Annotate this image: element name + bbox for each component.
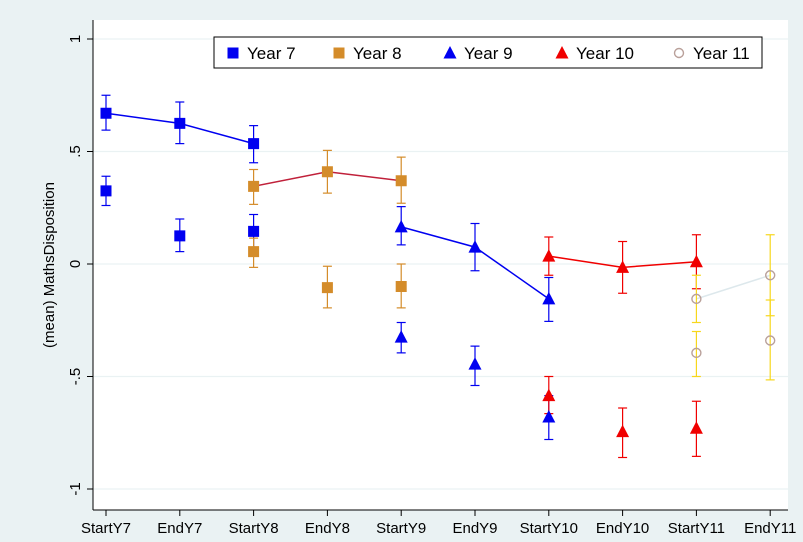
data-point-year-8 [395,175,407,187]
legend-label-year-7: Year 7 [247,44,296,63]
legend-label-year-10: Year 10 [576,44,634,63]
y-axis-label: (mean) MathsDisposition [41,182,58,348]
legend-symbol-year-11 [673,47,685,59]
legend-symbol-year-9 [443,46,457,59]
legend-symbol-year-8 [333,47,345,59]
data-point-year-11 [691,293,702,305]
legend: Year 7 Year 8 Year 9 Year 10 Year 11 [213,36,763,69]
x-tick-label: StartY7 [81,520,131,537]
data-point-year-10 [542,249,556,262]
data-point-year-9 [394,330,408,343]
data-point-year-8 [321,166,333,178]
data-point-year-7 [174,230,186,242]
data-point-year-7 [100,107,112,119]
y-tick-label: -1 [67,482,84,495]
data-point-year-9 [468,357,482,370]
x-tick-label: EndY10 [596,520,649,537]
error-bar-year-11 [765,299,775,381]
y-tick-label: -.5 [67,368,84,386]
y-tick-label: 0 [67,260,84,268]
data-point-year-9 [542,410,556,423]
legend-symbol-year-7 [227,47,239,59]
x-tick-label: EndY11 [744,520,796,537]
data-point-year-11 [765,335,776,346]
x-tick-label: StartY10 [520,520,578,537]
data-point-year-11 [691,347,702,359]
legend-symbol-year-10 [555,46,569,59]
data-point-year-7 [248,225,260,237]
data-point-year-10 [616,424,630,438]
error-bar-year-11 [691,330,701,378]
x-tick-label: EndY8 [305,520,350,537]
axes: -1 -.5 0 .5 1 StartY7 EndY7 StartY8 EndY8 StartY9… [67,20,796,537]
data-point-year-9 [542,291,556,305]
x-tick-label: EndY9 [452,520,497,537]
data-point-year-8 [395,281,407,292]
data-point-year-9 [394,219,408,233]
plot-area [93,20,788,510]
legend-label-year-9: Year 9 [464,44,513,63]
y-tick-label: 1 [67,35,84,43]
y-tick-label: .5 [67,145,84,158]
data-point-year-10 [689,421,703,434]
data-point-year-7 [248,138,260,150]
legend-box [213,36,763,69]
data-point-year-11 [765,270,776,281]
x-tick-label: StartY11 [668,520,725,537]
data-point-year-10 [616,260,630,273]
data-point-year-7 [174,117,186,129]
data-point-year-8 [248,246,260,258]
x-tick-label: StartY8 [229,520,279,537]
legend-label-year-11: Year 11 [693,44,750,63]
data-point-year-7 [100,185,112,197]
data-point-year-10 [542,388,556,402]
data-point-year-10 [689,254,703,268]
data-point-year-8 [248,180,260,192]
data-point-year-8 [321,282,333,294]
x-tick-label: StartY9 [376,520,426,537]
data-point-year-9 [468,240,482,253]
x-tick-label: EndY7 [157,520,202,537]
data-markers [100,107,776,438]
series-line-year-11 [696,274,771,300]
error-bar-year-11 [691,274,701,324]
legend-label-year-8: Year 8 [353,44,402,63]
